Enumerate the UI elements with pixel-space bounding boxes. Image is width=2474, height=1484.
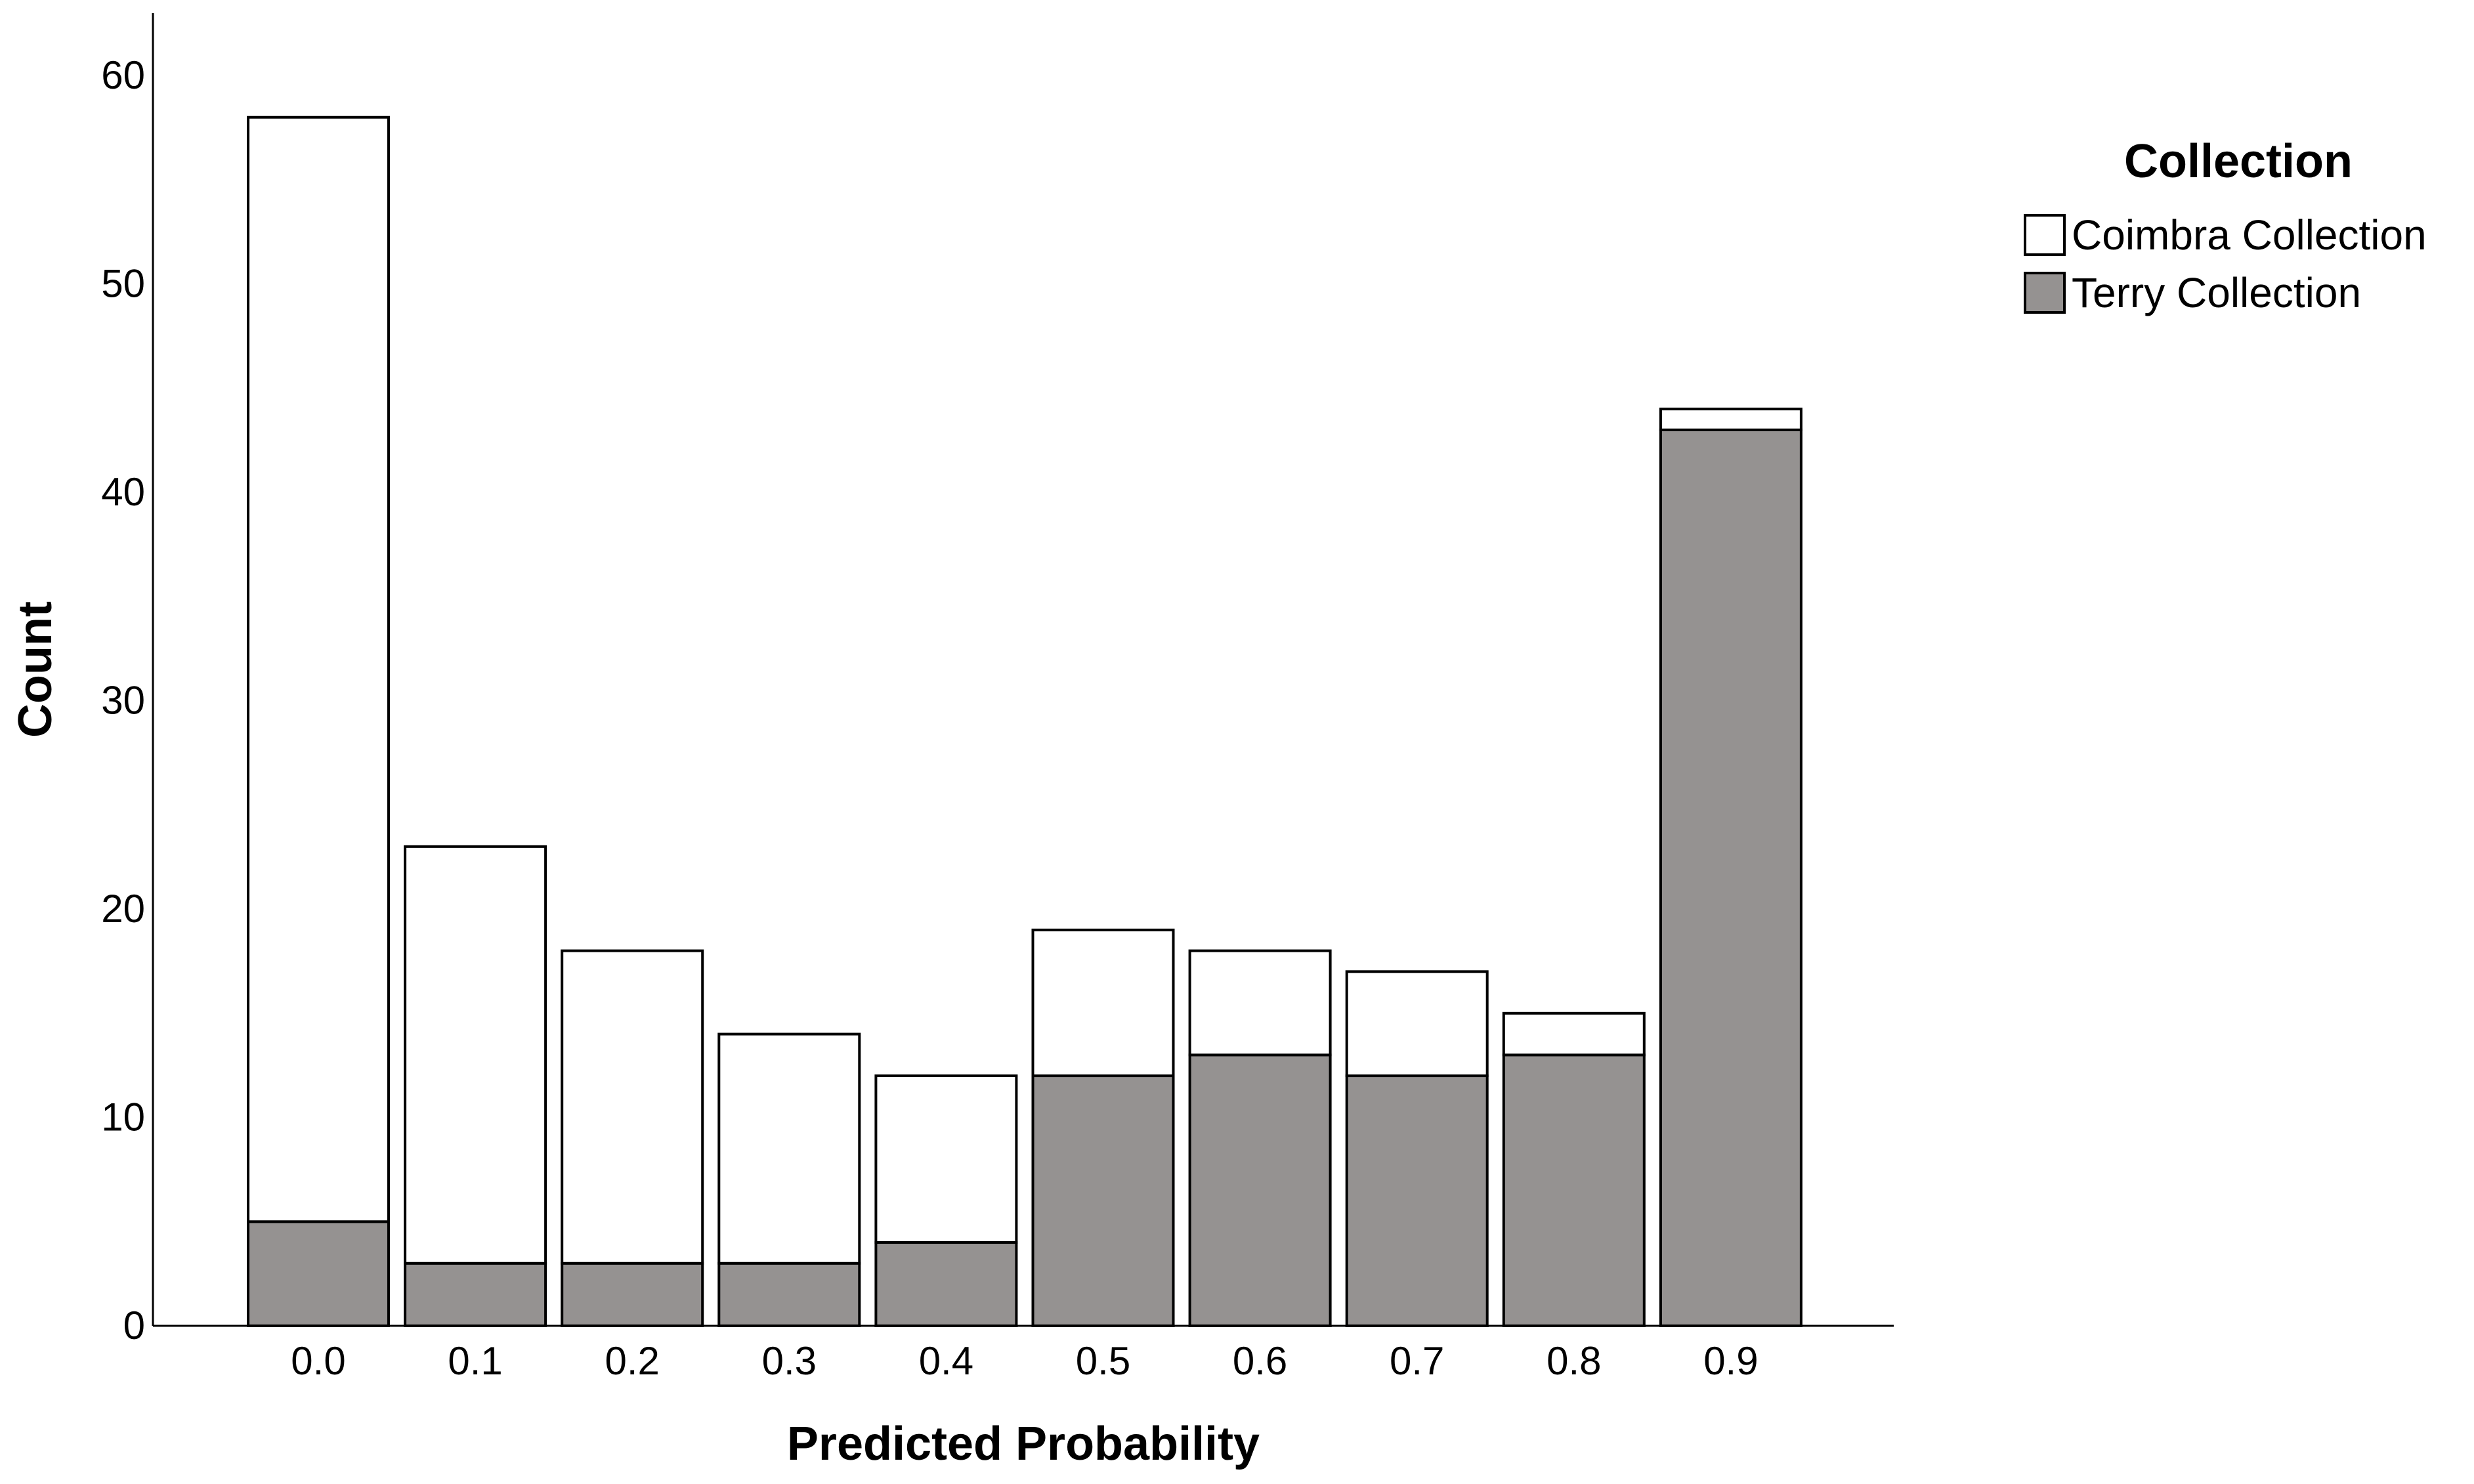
bar-terry-0.2 <box>561 1261 704 1328</box>
x-tick-label: 0.4 <box>919 1339 973 1383</box>
x-tick-label: 0.8 <box>1546 1339 1601 1383</box>
bar-coimbra-0.7 <box>1345 970 1489 1078</box>
bar-terry-0.8 <box>1502 1053 1646 1328</box>
bar-coimbra-0.2 <box>561 949 704 1265</box>
legend-label: Coimbra Collection <box>2072 211 2427 259</box>
x-tick-label: 0.5 <box>1076 1339 1130 1383</box>
bar-terry-0.5 <box>1031 1074 1175 1327</box>
y-tick-label: 0 <box>123 1304 145 1347</box>
x-tick-label: 0.0 <box>291 1339 345 1383</box>
y-tick-label: 40 <box>101 470 145 514</box>
bars-layer <box>247 116 1802 1328</box>
legend-swatch <box>2024 272 2066 314</box>
y-axis-title: Count <box>9 601 62 738</box>
x-tick-label: 0.7 <box>1390 1339 1444 1383</box>
bar-terry-0.0 <box>247 1220 390 1328</box>
bar-terry-0.3 <box>717 1261 861 1328</box>
bar-terry-0.6 <box>1188 1053 1332 1328</box>
y-tick-label: 20 <box>101 887 145 931</box>
legend-swatch <box>2024 214 2066 256</box>
x-tick-label: 0.9 <box>1703 1339 1758 1383</box>
bar-terry-0.4 <box>874 1241 1018 1327</box>
bar-coimbra-0.4 <box>874 1074 1018 1244</box>
legend-items: Coimbra Collection Terry Collection <box>2024 211 2427 316</box>
y-tick-labels: 0 10 20 30 40 50 60 <box>101 53 145 1347</box>
y-tick-label: 10 <box>101 1095 145 1139</box>
bar-coimbra-0.8 <box>1502 1011 1646 1057</box>
y-tick-label: 60 <box>101 53 145 97</box>
x-axis-title: Predicted Probability <box>787 1418 1260 1470</box>
x-tick-label: 0.3 <box>762 1339 817 1383</box>
bar-coimbra-0.6 <box>1188 949 1332 1057</box>
x-tick-label: 0.1 <box>448 1339 502 1383</box>
bar-coimbra-0.3 <box>717 1032 861 1265</box>
bar-coimbra-0.0 <box>247 116 390 1223</box>
x-tick-labels: 0.0 0.1 0.2 0.3 0.4 0.5 0.6 0.7 0.8 0.9 <box>291 1339 1758 1383</box>
legend: Collection Coimbra Collection Terry Colle… <box>2024 135 2427 316</box>
legend-title: Collection <box>2124 135 2353 188</box>
x-tick-label: 0.6 <box>1233 1339 1287 1383</box>
bar-terry-0.1 <box>404 1261 547 1328</box>
x-tick-label: 0.2 <box>605 1339 659 1383</box>
axes-layer <box>152 13 1894 1327</box>
legend-label: Terry Collection <box>2072 269 2361 316</box>
y-tick-label: 50 <box>101 262 145 306</box>
bar-coimbra-0.5 <box>1031 928 1175 1078</box>
bar-terry-0.9 <box>1659 428 1802 1327</box>
bar-coimbra-0.1 <box>404 845 547 1265</box>
bar-coimbra-0.9 <box>1659 408 1802 431</box>
y-tick-label: 30 <box>101 679 145 723</box>
bar-terry-0.7 <box>1345 1074 1489 1327</box>
